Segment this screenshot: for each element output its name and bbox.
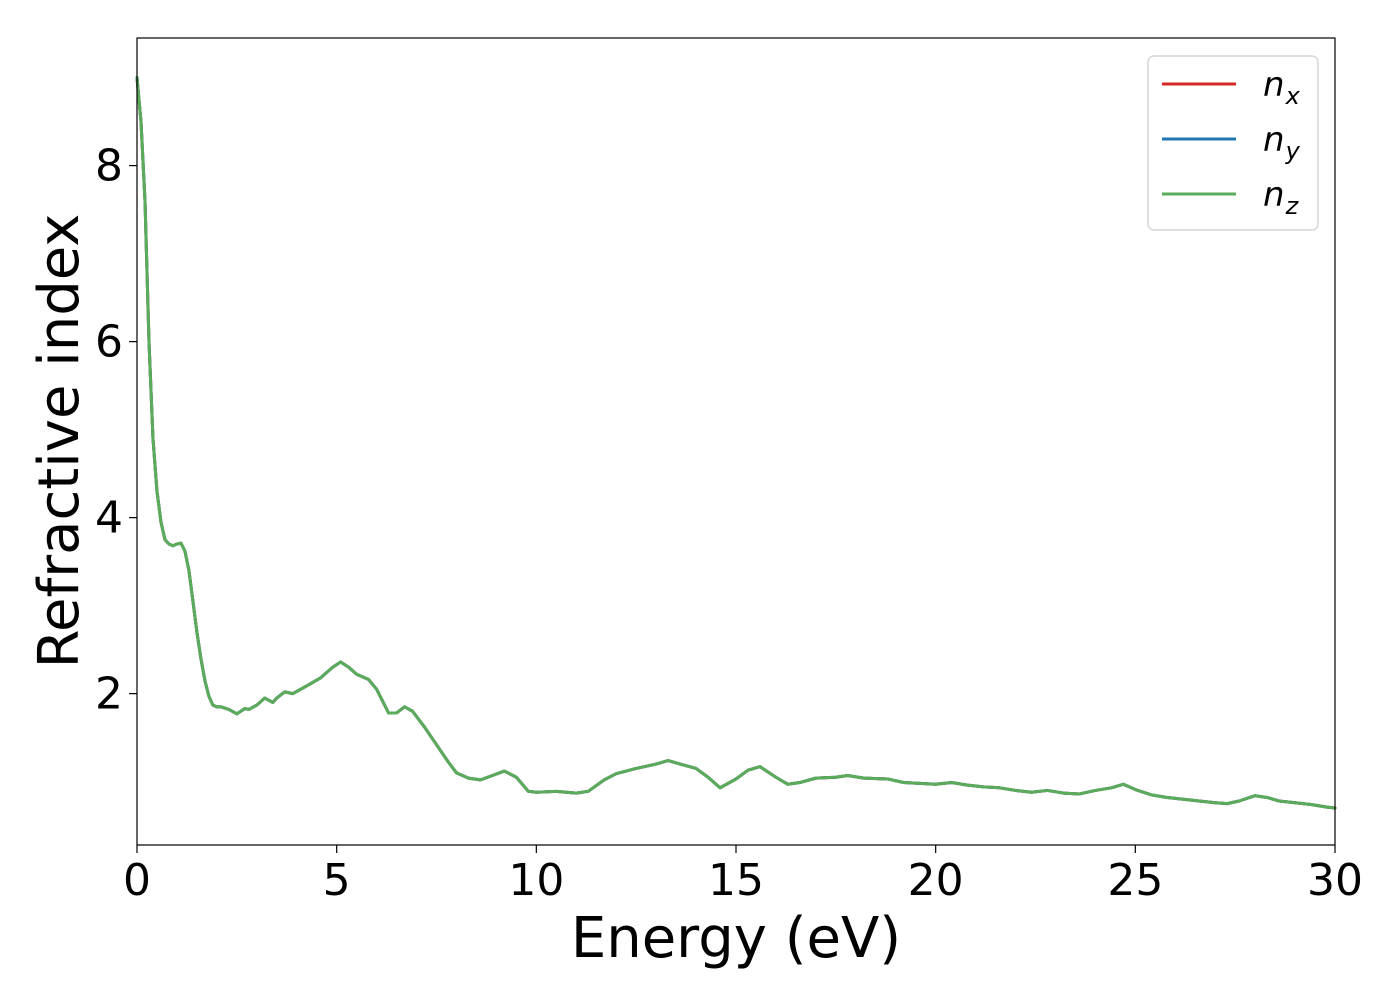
y-tick-label: 4 (95, 493, 123, 544)
y-tick-label: 8 (95, 141, 123, 192)
x-tick-label: 5 (323, 855, 351, 906)
x-axis-title: Energy (eV) (571, 906, 901, 971)
x-tick-label: 0 (123, 855, 151, 906)
legend-label-main: n (1263, 175, 1285, 215)
x-tick-label: 30 (1307, 855, 1363, 906)
legend-label-z: nz (1263, 175, 1300, 220)
legend-label-main: n (1263, 65, 1285, 105)
legend-label-main: n (1263, 120, 1285, 160)
y-tick-label: 6 (95, 317, 123, 368)
series-line-z (135, 76, 1337, 810)
legend-label-sub: z (1285, 192, 1300, 220)
x-tick-label: 15 (708, 855, 764, 906)
x-tick-label: 20 (908, 855, 964, 906)
x-tick-label: 25 (1107, 855, 1163, 906)
y-tick-label: 2 (95, 669, 123, 720)
plot-frame (136, 37, 1336, 846)
y-axis-title: Refractive index (27, 214, 92, 669)
plot-background (137, 38, 1335, 845)
series-layer (135, 76, 1337, 810)
legend-label-sub: x (1285, 82, 1301, 110)
x-tick-label: 10 (508, 855, 564, 906)
legend-label-y: ny (1263, 120, 1301, 165)
legend-box (1147, 55, 1319, 231)
axes-layer: 0 5 10 15 20 25 30 2 4 6 8 (95, 141, 1363, 906)
legend-label-x: nx (1263, 65, 1301, 110)
legend-label-sub: y (1285, 137, 1301, 165)
